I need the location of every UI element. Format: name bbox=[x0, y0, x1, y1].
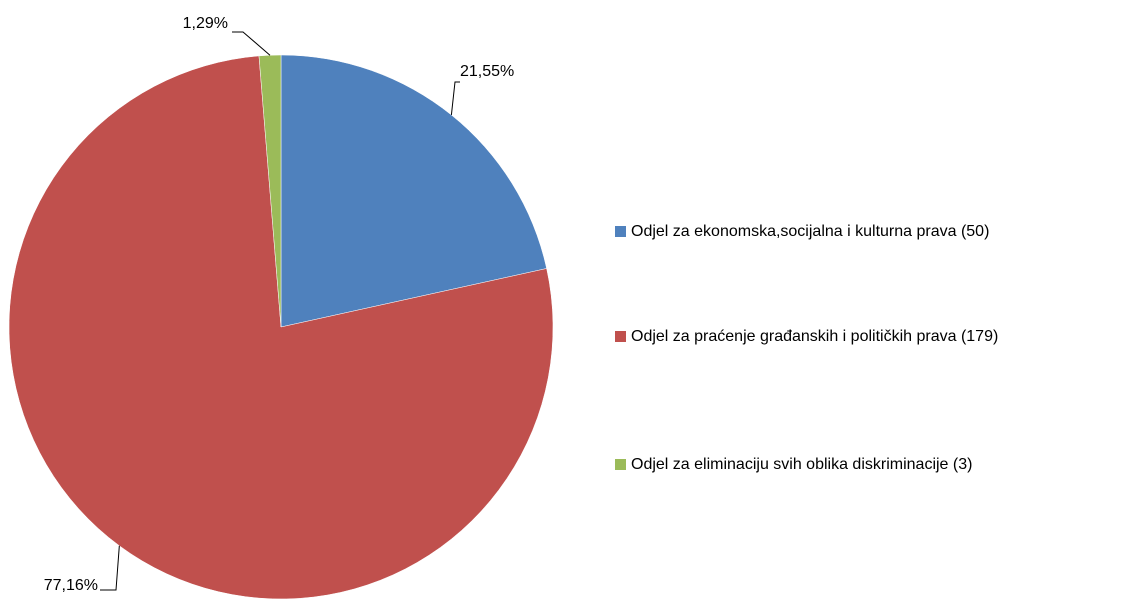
legend-label: Odjel za praćenje građanskih i politički… bbox=[631, 328, 998, 345]
pie-slice bbox=[280, 54, 547, 328]
data-label: 1,29% bbox=[183, 15, 228, 32]
legend-label: Odjel za ekonomska,socijalna i kulturna … bbox=[631, 223, 989, 240]
legend-label: Odjel za eliminaciju svih oblika diskrim… bbox=[631, 456, 972, 473]
legend-swatch bbox=[615, 226, 626, 237]
leader-line bbox=[232, 31, 271, 56]
data-label: 77,16% bbox=[44, 577, 98, 594]
leader-line bbox=[450, 81, 460, 116]
legend-swatch bbox=[615, 459, 626, 470]
leader-line bbox=[100, 545, 120, 591]
legend-swatch bbox=[615, 331, 626, 342]
pie-slice bbox=[258, 54, 282, 328]
data-label: 21,55% bbox=[460, 63, 514, 80]
